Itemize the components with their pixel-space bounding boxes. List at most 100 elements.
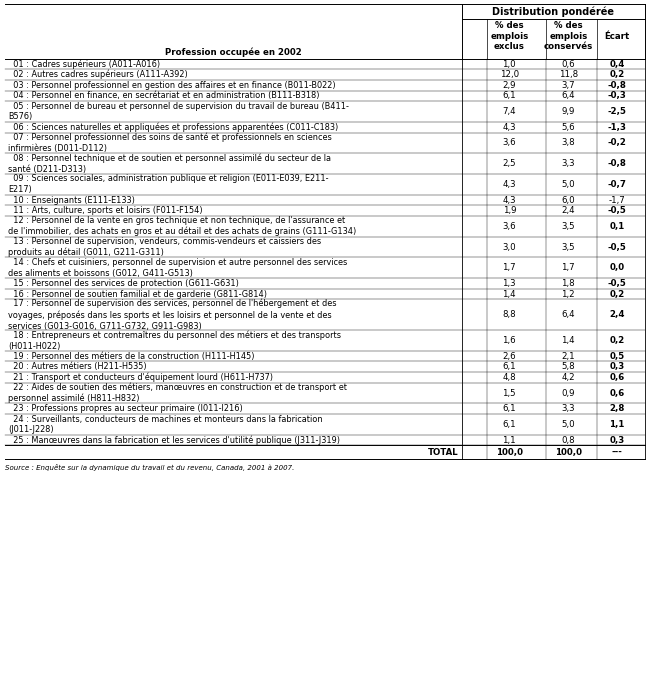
Text: 0,2: 0,2 [609,289,625,298]
Text: 0,1: 0,1 [609,222,625,231]
Text: 0,4: 0,4 [609,60,625,68]
Text: -0,5: -0,5 [608,243,626,252]
Text: 1,0: 1,0 [502,60,516,68]
Text: 3,3: 3,3 [561,159,575,168]
Text: Distribution pondérée: Distribution pondérée [492,6,614,17]
Text: 4,8: 4,8 [502,373,516,382]
Text: 0,6: 0,6 [609,389,625,397]
Text: 3,8: 3,8 [561,138,575,148]
Text: -0,5: -0,5 [608,279,626,288]
Text: 2,6: 2,6 [502,352,516,360]
Text: 01 : Cadres supérieurs (A011-A016): 01 : Cadres supérieurs (A011-A016) [8,60,161,69]
Text: Écart: Écart [605,31,629,41]
Text: 22 : Aides de soutien des métiers, manœuvres en construction et de transport et
: 22 : Aides de soutien des métiers, manœu… [8,382,347,404]
Text: 1,7: 1,7 [502,263,516,272]
Text: 16 : Personnel de soutien familial et de garderie (G811-G814): 16 : Personnel de soutien familial et de… [8,289,268,298]
Text: 3,5: 3,5 [561,243,575,252]
Text: 2,4: 2,4 [609,311,625,319]
Text: 2,9: 2,9 [503,81,516,90]
Text: -0,8: -0,8 [607,81,627,90]
Text: 17 : Personnel de supervision des services, personnel de l'hébergement et des
vo: 17 : Personnel de supervision des servic… [8,299,337,330]
Text: 6,1: 6,1 [502,420,516,429]
Text: 7,4: 7,4 [502,107,516,116]
Text: 1,8: 1,8 [561,279,575,288]
Text: 04 : Personnel en finance, en secrétariat et en administration (B111-B318): 04 : Personnel en finance, en secrétaria… [8,92,320,101]
Text: 21 : Transport et conducteurs d'équipement lourd (H611-H737): 21 : Transport et conducteurs d'équipeme… [8,373,273,382]
Text: 3,7: 3,7 [561,81,575,90]
Text: -2,5: -2,5 [607,107,627,116]
Text: 6,4: 6,4 [561,92,575,101]
Text: 15 : Personnel des services de protection (G611-G631): 15 : Personnel des services de protectio… [8,279,239,288]
Text: 12,0: 12,0 [500,70,519,79]
Text: 19 : Personnel des métiers de la construction (H111-H145): 19 : Personnel des métiers de la constru… [8,352,255,360]
Text: 0,6: 0,6 [561,60,575,68]
Text: 24 : Surveillants, conducteurs de machines et monteurs dans la fabrication
(J011: 24 : Surveillants, conducteurs de machin… [8,415,323,434]
Text: 1,5: 1,5 [502,389,516,397]
Text: 08 : Personnel technique et de soutien et personnel assimilé du secteur de la
sa: 08 : Personnel technique et de soutien e… [8,153,331,174]
Text: ---: --- [612,447,622,456]
Text: 2,8: 2,8 [609,404,625,413]
Text: 4,3: 4,3 [502,196,516,205]
Text: 6,1: 6,1 [502,404,516,413]
Text: 6,4: 6,4 [561,311,575,319]
Text: 2,4: 2,4 [561,206,575,215]
Text: 4,3: 4,3 [502,122,516,132]
Text: 1,4: 1,4 [502,289,516,298]
Text: 3,6: 3,6 [502,138,516,148]
Text: 06 : Sciences naturelles et appliquées et professions apparentées (C011-C183): 06 : Sciences naturelles et appliquées e… [8,122,339,132]
Text: 3,5: 3,5 [561,222,575,231]
Text: 1,1: 1,1 [502,436,516,445]
Text: % des
emplois
conservés: % des emplois conservés [544,21,593,51]
Text: 20 : Autres métiers (H211-H535): 20 : Autres métiers (H211-H535) [8,363,147,371]
Text: 1,7: 1,7 [561,263,575,272]
Text: TOTAL: TOTAL [428,447,459,456]
Text: 0,2: 0,2 [609,70,625,79]
Text: 03 : Personnel professionnel en gestion des affaires et en finance (B011-B022): 03 : Personnel professionnel en gestion … [8,81,336,90]
Text: 1,2: 1,2 [561,289,575,298]
Text: 6,1: 6,1 [502,92,516,101]
Text: 0,3: 0,3 [609,363,625,371]
Text: 05 : Personnel de bureau et personnel de supervision du travail de bureau (B411-: 05 : Personnel de bureau et personnel de… [8,102,349,122]
Text: 0,3: 0,3 [609,436,625,445]
Text: -1,3: -1,3 [607,122,627,132]
Text: 5,6: 5,6 [561,122,575,132]
Text: 0,8: 0,8 [561,436,575,445]
Text: 07 : Personnel professionnel des soins de santé et professionnels en sciences
in: 07 : Personnel professionnel des soins d… [8,133,332,153]
Text: 1,9: 1,9 [503,206,516,215]
Text: 23 : Professions propres au secteur primaire (I011-I216): 23 : Professions propres au secteur prim… [8,404,243,413]
Text: -0,7: -0,7 [607,180,627,189]
Text: 1,1: 1,1 [609,420,625,429]
Text: 3,6: 3,6 [502,222,516,231]
Text: 25 : Manœuvres dans la fabrication et les services d'utilité publique (J311-J319: 25 : Manœuvres dans la fabrication et le… [8,435,340,445]
Text: 0,9: 0,9 [562,389,575,397]
Text: 11 : Arts, culture, sports et loisirs (F011-F154): 11 : Arts, culture, sports et loisirs (F… [8,206,203,215]
Text: -0,8: -0,8 [607,159,627,168]
Text: -0,2: -0,2 [607,138,627,148]
Text: 10 : Enseignants (E111-E133): 10 : Enseignants (E111-E133) [8,196,135,205]
Text: 3,3: 3,3 [561,404,575,413]
Text: -0,3: -0,3 [607,92,627,101]
Text: 2,1: 2,1 [561,352,575,360]
Text: 14 : Chefs et cuisiniers, personnel de supervision et autre personnel des servic: 14 : Chefs et cuisiniers, personnel de s… [8,258,348,278]
Text: 0,6: 0,6 [609,373,625,382]
Text: 11,8: 11,8 [559,70,578,79]
Text: -1,7: -1,7 [608,196,625,205]
Text: 100,0: 100,0 [555,447,582,456]
Text: 1,4: 1,4 [561,336,575,345]
Text: 5,0: 5,0 [561,420,575,429]
Text: Source : Enquête sur la dynamique du travail et du revenu, Canada, 2001 à 2007.: Source : Enquête sur la dynamique du tra… [5,464,295,471]
Text: -0,5: -0,5 [608,206,626,215]
Text: 0,0: 0,0 [609,263,625,272]
Text: 9,9: 9,9 [562,107,575,116]
Text: 0,2: 0,2 [609,336,625,345]
Text: 100,0: 100,0 [496,447,523,456]
Text: 18 : Entrepreneurs et contremaîtres du personnel des métiers et des transports
(: 18 : Entrepreneurs et contremaîtres du p… [8,330,341,351]
Text: 6,1: 6,1 [502,363,516,371]
Text: 2,5: 2,5 [502,159,516,168]
Text: 09 : Sciences sociales, administration publique et religion (E011-E039, E211-
E2: 09 : Sciences sociales, administration p… [8,174,329,194]
Text: % des
emplois
exclus: % des emplois exclus [490,21,529,51]
Text: 5,0: 5,0 [561,180,575,189]
Text: 1,3: 1,3 [502,279,516,288]
Text: 1,6: 1,6 [502,336,516,345]
Text: 02 : Autres cadres supérieurs (A111-A392): 02 : Autres cadres supérieurs (A111-A392… [8,70,188,79]
